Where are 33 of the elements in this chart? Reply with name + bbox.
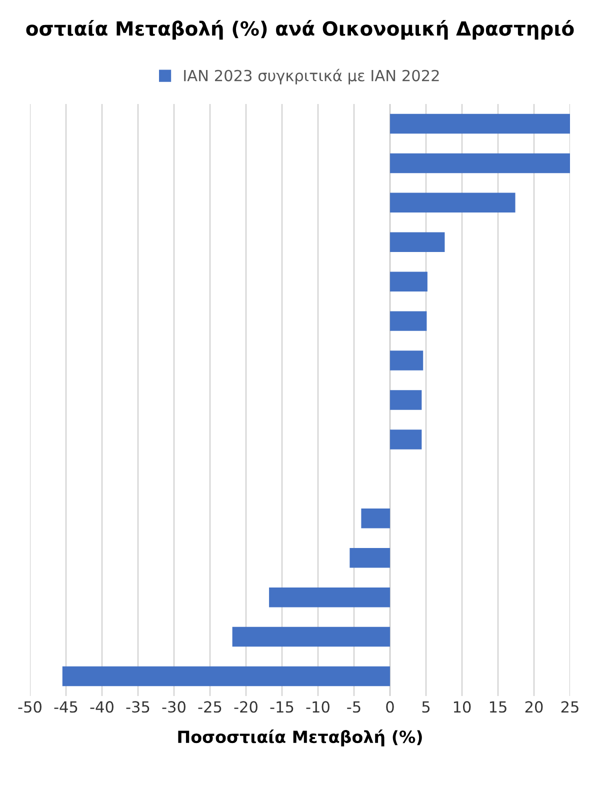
x-tick-label: -15 — [270, 701, 294, 713]
bar — [390, 272, 428, 292]
x-tick-label: 15 — [490, 701, 506, 713]
bar — [269, 587, 390, 608]
bar — [390, 350, 424, 370]
legend-label: ΙΑΝ 2023 συγκριτικά με ΙΑΝ 2022 — [184, 68, 439, 84]
x-tick-label: -30 — [162, 701, 186, 713]
bar — [390, 390, 422, 410]
x-tick-label: 20 — [525, 701, 543, 713]
chart-title: οστιαία Μεταβολή (%) ανά Οικονομική Δραστηριό — [26, 20, 574, 40]
bar — [390, 192, 516, 213]
bar — [390, 311, 427, 331]
x-tick-label: 0 — [386, 701, 394, 713]
x-tick-label: -50 — [18, 701, 42, 713]
x-tick-label: -5 — [347, 701, 360, 713]
bar — [62, 666, 390, 686]
x-tick-label: 25 — [561, 701, 578, 713]
bar — [361, 508, 390, 528]
x-tick-label: 10 — [454, 701, 471, 713]
bar — [232, 626, 390, 647]
x-tick-label: -10 — [306, 701, 330, 713]
x-tick-label: -25 — [198, 701, 222, 713]
x-tick-label: -35 — [126, 701, 150, 713]
bar — [390, 430, 422, 450]
x-tick-label: -20 — [234, 701, 258, 713]
bar — [390, 114, 570, 134]
bar — [350, 548, 390, 568]
x-axis-title: Ποσοστιαία Μεταβολή (%) — [178, 730, 422, 746]
x-tick-label: -40 — [90, 701, 114, 713]
bar — [390, 153, 570, 174]
x-tick-label: -45 — [54, 701, 78, 713]
x-tick-label: 5 — [422, 701, 430, 713]
bar — [390, 232, 445, 252]
